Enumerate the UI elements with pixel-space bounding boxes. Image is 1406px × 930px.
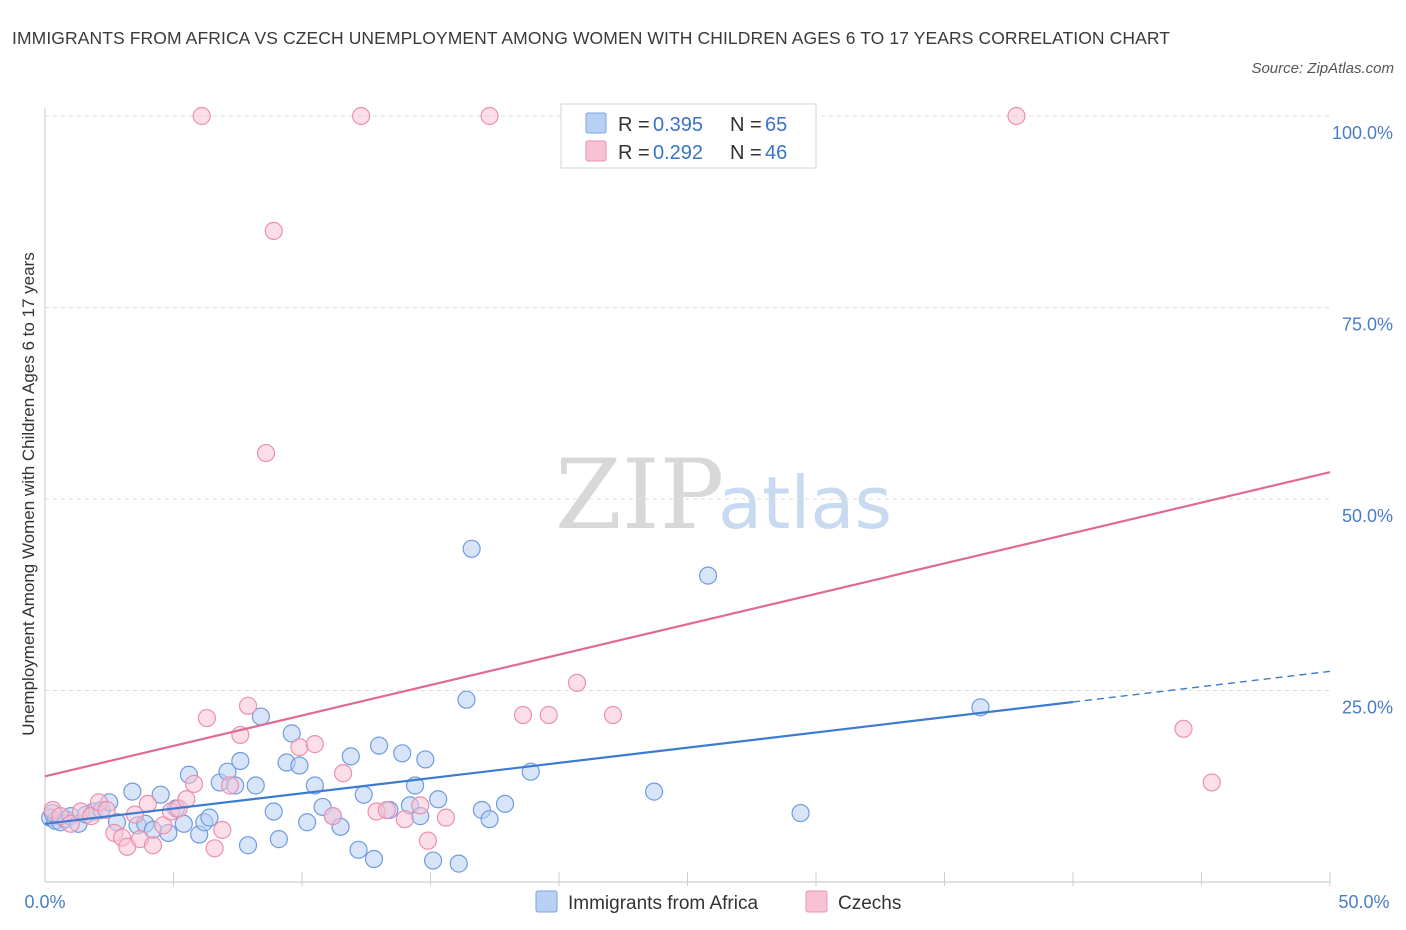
data-point-africa bbox=[354, 785, 373, 804]
data-point-africa bbox=[246, 776, 265, 795]
data-point-czechs bbox=[603, 705, 623, 725]
data-point-africa bbox=[200, 808, 219, 827]
data-point-czechs bbox=[395, 810, 414, 829]
data-point-africa bbox=[429, 790, 448, 809]
data-point-czechs bbox=[418, 831, 438, 850]
series-legend-label-pink: Czechs bbox=[838, 893, 901, 914]
legend-r-label-blue: R = bbox=[618, 114, 650, 136]
data-point-czechs bbox=[264, 221, 283, 240]
legend-r-value-pink: 0.292 bbox=[653, 142, 703, 164]
y-tick-label: 100.0% bbox=[1332, 123, 1393, 143]
data-point-africa bbox=[423, 851, 443, 870]
data-point-africa bbox=[349, 840, 368, 859]
legend-r-label-pink: R = bbox=[618, 142, 650, 164]
data-point-africa bbox=[123, 782, 142, 801]
y-axis-label: Unemployment Among Women with Children A… bbox=[19, 252, 38, 736]
data-point-africa bbox=[238, 836, 258, 855]
watermark-atlas: atlas bbox=[718, 461, 892, 545]
data-point-czechs bbox=[539, 705, 558, 725]
data-point-czechs bbox=[1007, 106, 1026, 126]
x-tick-label-min: 0.0% bbox=[24, 892, 65, 912]
data-point-africa bbox=[370, 736, 389, 755]
x-tick-label-max: 50.0% bbox=[1338, 892, 1389, 912]
series-legend-swatch-blue bbox=[535, 890, 558, 913]
trend-line-czechs bbox=[44, 471, 1331, 778]
series-immigrants-from-africa bbox=[41, 539, 990, 873]
data-point-czechs bbox=[184, 774, 204, 794]
data-point-africa bbox=[290, 756, 309, 775]
data-point-africa bbox=[449, 854, 468, 873]
data-point-czechs bbox=[238, 696, 258, 715]
legend-n-label-blue: N = bbox=[730, 114, 762, 136]
data-point-czechs bbox=[377, 800, 396, 820]
data-point-africa bbox=[495, 794, 515, 813]
data-point-africa bbox=[364, 849, 384, 869]
trend-line-africa bbox=[44, 700, 1074, 825]
data-point-africa bbox=[480, 810, 499, 829]
data-point-czechs bbox=[213, 820, 232, 840]
data-point-africa bbox=[457, 690, 476, 709]
data-point-czechs bbox=[220, 776, 240, 795]
data-point-czechs bbox=[256, 443, 276, 463]
series-legend-swatch-pink bbox=[805, 890, 828, 913]
data-point-czechs bbox=[323, 807, 342, 826]
gridlines bbox=[45, 115, 1330, 691]
data-point-czechs bbox=[567, 673, 587, 692]
data-point-czechs bbox=[205, 839, 224, 858]
data-point-czechs bbox=[143, 836, 163, 855]
series-legend-label-blue: Immigrants from Africa bbox=[568, 893, 758, 914]
legend-n-value-pink: 46 bbox=[765, 142, 787, 164]
data-point-czechs bbox=[436, 808, 456, 827]
data-point-africa bbox=[791, 803, 810, 823]
data-point-czechs bbox=[1202, 773, 1221, 792]
legend-swatch-blue bbox=[585, 112, 607, 134]
watermark-zip: ZIP bbox=[555, 439, 724, 551]
data-point-czechs bbox=[197, 708, 217, 728]
trend-line-africa-extension bbox=[1072, 670, 1331, 703]
trend-lines bbox=[44, 471, 1331, 825]
data-point-africa bbox=[341, 747, 360, 766]
data-point-czechs bbox=[334, 764, 353, 783]
data-point-czechs bbox=[97, 800, 116, 820]
data-point-africa bbox=[174, 814, 193, 833]
data-point-czechs bbox=[192, 106, 211, 126]
data-point-africa bbox=[698, 566, 718, 585]
data-point-czechs bbox=[177, 790, 196, 809]
data-point-czechs bbox=[82, 807, 101, 826]
data-point-africa bbox=[269, 830, 288, 849]
data-point-africa bbox=[282, 724, 301, 743]
data-point-africa bbox=[264, 802, 283, 821]
x-ticks bbox=[173, 872, 1331, 886]
data-point-czechs bbox=[290, 738, 309, 757]
data-point-africa bbox=[151, 785, 170, 804]
legend-r-value-blue: 0.395 bbox=[653, 114, 703, 136]
chart-title: IMMIGRANTS FROM AFRICA VS CZECH UNEMPLOY… bbox=[12, 28, 1171, 48]
data-point-czechs bbox=[411, 796, 430, 815]
data-point-africa bbox=[231, 751, 250, 771]
data-point-czechs bbox=[513, 705, 533, 725]
data-point-africa bbox=[393, 744, 412, 763]
data-point-czechs bbox=[154, 816, 173, 835]
y-tick-label: 75.0% bbox=[1342, 315, 1393, 335]
data-point-africa bbox=[644, 782, 664, 801]
series-czechs bbox=[43, 106, 1221, 858]
data-point-czechs bbox=[305, 735, 324, 754]
data-point-africa bbox=[305, 776, 324, 795]
y-tick-labels: 100.0% 75.0% 50.0% 25.0% bbox=[1332, 123, 1393, 718]
y-tick-label: 50.0% bbox=[1342, 506, 1393, 526]
data-point-africa bbox=[416, 750, 435, 769]
chart-source: Source: ZipAtlas.com bbox=[1251, 60, 1394, 77]
correlation-legend: R = 0.395 N = 65 R = 0.292 N = 46 bbox=[560, 103, 817, 169]
legend-n-label-pink: N = bbox=[730, 142, 762, 164]
data-point-czechs bbox=[480, 106, 499, 126]
data-point-africa bbox=[298, 813, 317, 832]
data-point-czechs bbox=[1174, 719, 1193, 738]
y-tick-label: 25.0% bbox=[1342, 698, 1393, 718]
data-point-africa bbox=[462, 539, 481, 558]
data-point-czechs bbox=[352, 106, 371, 126]
series-legend: Immigrants from Africa Czechs bbox=[535, 890, 901, 914]
legend-swatch-pink bbox=[585, 140, 607, 162]
legend-n-value-blue: 65 bbox=[765, 114, 787, 136]
